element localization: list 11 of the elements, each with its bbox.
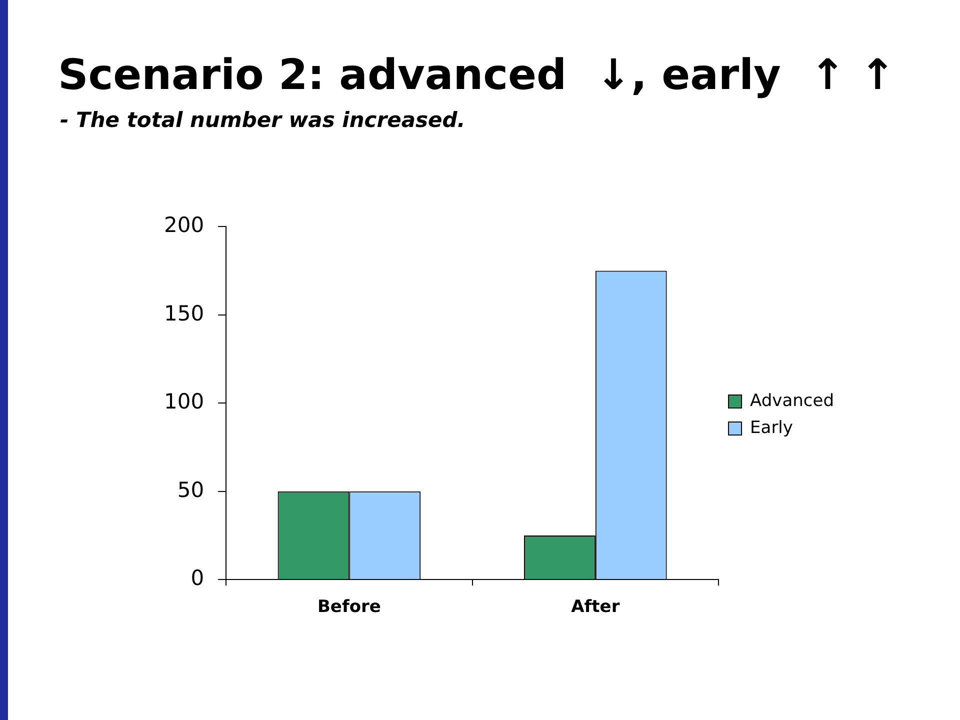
y-tick-label: 150 [164, 301, 204, 326]
chart-title: Scenario 2: advanced ↓, early ↑ ↑ [58, 50, 896, 99]
x-tick-label: After [571, 597, 620, 618]
y-tick-label: 200 [164, 213, 204, 238]
x-tick-label: Before [317, 597, 381, 618]
legend-label: Early [750, 418, 793, 438]
y-tick-label: 50 [177, 478, 204, 502]
legend-label: Advanced [750, 390, 834, 411]
y-tick-label: 100 [164, 390, 204, 414]
chart-subtitle: - The total number was increased. [60, 108, 466, 132]
y-tick-label: 0 [190, 566, 204, 590]
